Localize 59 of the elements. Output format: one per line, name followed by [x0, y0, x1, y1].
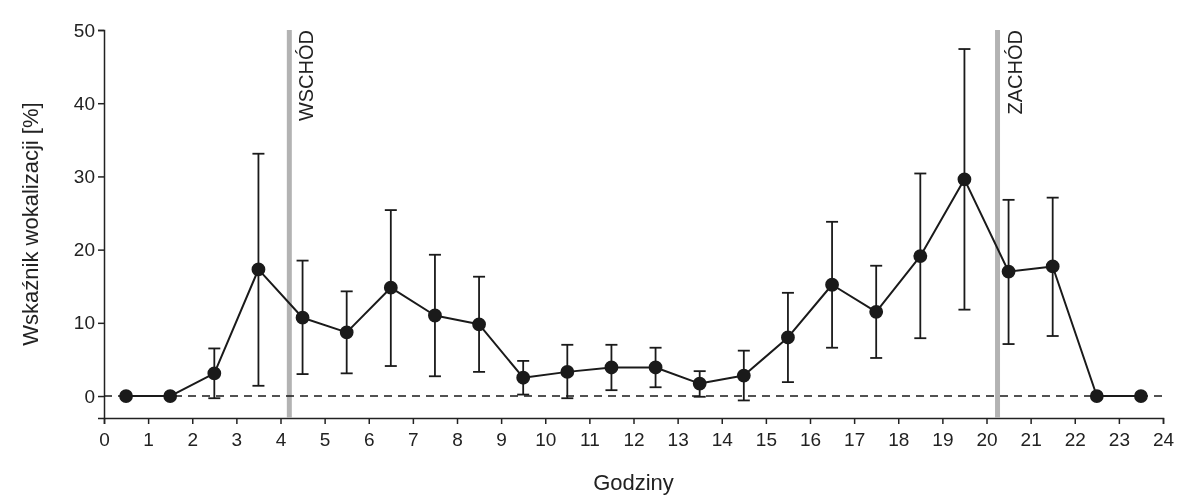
x-tick-label: 1 [143, 429, 154, 450]
point [648, 360, 663, 375]
point [207, 366, 222, 381]
x-tick-label: 15 [755, 429, 777, 450]
point [781, 330, 795, 345]
point [825, 277, 839, 292]
point [1045, 259, 1060, 274]
x-tick-label: 23 [1108, 429, 1130, 450]
point [383, 280, 398, 295]
x-tick-label: 11 [580, 429, 600, 450]
x-tick-label: 14 [711, 429, 734, 450]
x-tick-label: 16 [799, 429, 822, 450]
y-tick-label: 50 [73, 19, 95, 41]
point [869, 304, 884, 319]
point [472, 317, 486, 332]
point [119, 389, 133, 403]
x-tick-label: 17 [844, 429, 866, 450]
point [251, 262, 266, 277]
x-axis-title: Godziny [593, 470, 674, 495]
point [1134, 389, 1148, 403]
point [560, 364, 575, 379]
y-tick-label: 20 [73, 239, 95, 261]
x-tick-label: 21 [1020, 429, 1042, 450]
x-tick-label: 9 [496, 429, 507, 450]
point [604, 360, 619, 375]
y-tick-label: 40 [73, 92, 95, 114]
point [736, 368, 751, 383]
ref-line-label: ZACHÓD [1003, 30, 1026, 115]
point [428, 308, 442, 323]
x-tick-label: 5 [319, 429, 331, 450]
x-tick-label: 19 [932, 429, 954, 450]
y-tick-label: 10 [73, 312, 95, 334]
point [913, 249, 928, 264]
x-tick-label: 20 [976, 429, 998, 450]
point [692, 376, 707, 391]
y-axis-title: Wskaźnik wokalizacji [%] [18, 102, 43, 346]
x-tick-label: 24 [1152, 429, 1175, 450]
x-tick-label: 3 [231, 429, 243, 450]
x-tick-label: 6 [363, 429, 375, 450]
y-tick-label: 0 [84, 385, 95, 407]
x-tick-label: 2 [187, 429, 199, 450]
point [163, 389, 178, 403]
x-tick-label: 18 [888, 429, 910, 450]
x-tick-label: 22 [1064, 429, 1086, 450]
x-tick-label: 12 [623, 429, 645, 450]
x-tick-label: 10 [535, 429, 557, 450]
x-tick-label: 0 [99, 429, 110, 450]
point [295, 310, 310, 325]
point [339, 325, 354, 340]
point [516, 370, 531, 385]
point [1089, 389, 1104, 403]
ref-line-label: WSCHÓD [295, 30, 318, 122]
y-tick-label: 30 [73, 166, 95, 187]
x-tick-label: 13 [667, 429, 689, 450]
x-tick-label: 7 [408, 429, 419, 450]
point [957, 172, 972, 187]
x-tick-label: 8 [452, 429, 463, 450]
x-tick-label: 4 [275, 429, 287, 450]
point [1001, 264, 1016, 279]
